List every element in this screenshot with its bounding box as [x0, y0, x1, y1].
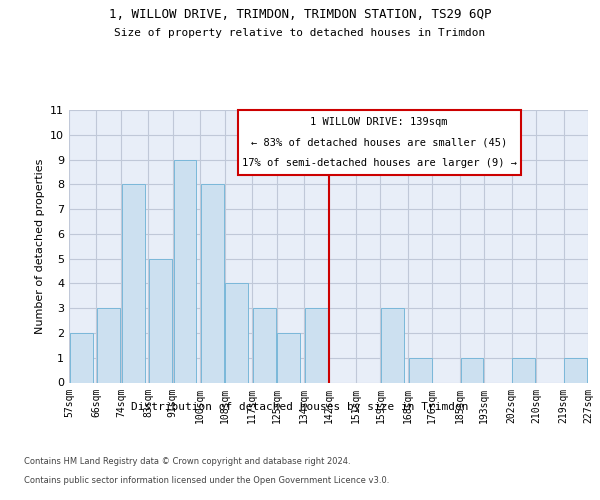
Y-axis label: Number of detached properties: Number of detached properties [35, 158, 44, 334]
Bar [97, 308, 120, 382]
FancyBboxPatch shape [238, 110, 521, 176]
Bar [305, 308, 328, 382]
Bar [70, 333, 92, 382]
Bar [226, 284, 248, 382]
Bar [381, 308, 404, 382]
Bar [122, 184, 145, 382]
Bar [461, 358, 484, 382]
Text: Size of property relative to detached houses in Trimdon: Size of property relative to detached ho… [115, 28, 485, 38]
Text: Contains public sector information licensed under the Open Government Licence v3: Contains public sector information licen… [24, 476, 389, 485]
Bar [277, 333, 300, 382]
Bar [565, 358, 587, 382]
Bar [149, 258, 172, 382]
Bar [201, 184, 224, 382]
Bar [173, 160, 196, 382]
Text: ← 83% of detached houses are smaller (45): ← 83% of detached houses are smaller (45… [251, 137, 507, 147]
Text: 17% of semi-detached houses are larger (9) →: 17% of semi-detached houses are larger (… [242, 158, 517, 168]
Bar [253, 308, 276, 382]
Text: 1, WILLOW DRIVE, TRIMDON, TRIMDON STATION, TS29 6QP: 1, WILLOW DRIVE, TRIMDON, TRIMDON STATIO… [109, 8, 491, 20]
Text: Distribution of detached houses by size in Trimdon: Distribution of detached houses by size … [131, 402, 469, 412]
Bar [409, 358, 431, 382]
Text: 1 WILLOW DRIVE: 139sqm: 1 WILLOW DRIVE: 139sqm [310, 117, 448, 127]
Text: Contains HM Land Registry data © Crown copyright and database right 2024.: Contains HM Land Registry data © Crown c… [24, 458, 350, 466]
Bar [512, 358, 535, 382]
